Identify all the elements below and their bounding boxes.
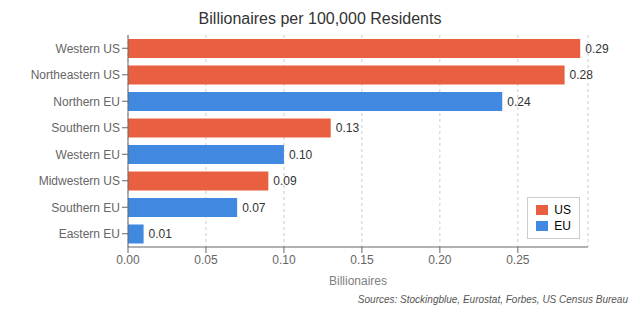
svg-text:Billionaires: Billionaires — [329, 274, 387, 288]
svg-text:0.28: 0.28 — [570, 68, 594, 82]
html-text:EU: EU — [554, 219, 571, 233]
svg-text:Eastern EU: Eastern EU — [59, 227, 120, 241]
svg-text:0.00: 0.00 — [116, 253, 140, 267]
svg-text:0.05: 0.05 — [194, 253, 218, 267]
svg-text:0.29: 0.29 — [585, 42, 609, 56]
svg-text:Northeastern US: Northeastern US — [31, 68, 120, 82]
svg-text:Southern EU: Southern EU — [51, 201, 120, 215]
html-text:Sources: Stockingblue, Eurosta: Sources: Stockingblue, Eurostat, Forbes,… — [357, 294, 628, 305]
svg-text:Northern EU: Northern EU — [53, 95, 120, 109]
html-text:US: US — [554, 203, 571, 217]
svg-text:Western EU: Western EU — [56, 148, 120, 162]
html-text:Billionaires per 100,000 Resid: Billionaires per 100,000 Residents — [198, 10, 442, 27]
svg-text:0.25: 0.25 — [506, 253, 530, 267]
svg-text:0.09: 0.09 — [273, 174, 297, 188]
svg-text:0.10: 0.10 — [272, 253, 296, 267]
svg-text:Midwestern US: Midwestern US — [39, 174, 120, 188]
svg-text:Southern US: Southern US — [51, 121, 120, 135]
svg-text:0.07: 0.07 — [242, 201, 266, 215]
svg-text:0.20: 0.20 — [428, 253, 452, 267]
svg-text:0.13: 0.13 — [336, 121, 360, 135]
svg-text:0.01: 0.01 — [149, 227, 173, 241]
svg-text:0.15: 0.15 — [350, 253, 374, 267]
svg-text:Western US: Western US — [56, 42, 120, 56]
svg-text:0.10: 0.10 — [289, 148, 313, 162]
svg-text:0.24: 0.24 — [507, 95, 531, 109]
